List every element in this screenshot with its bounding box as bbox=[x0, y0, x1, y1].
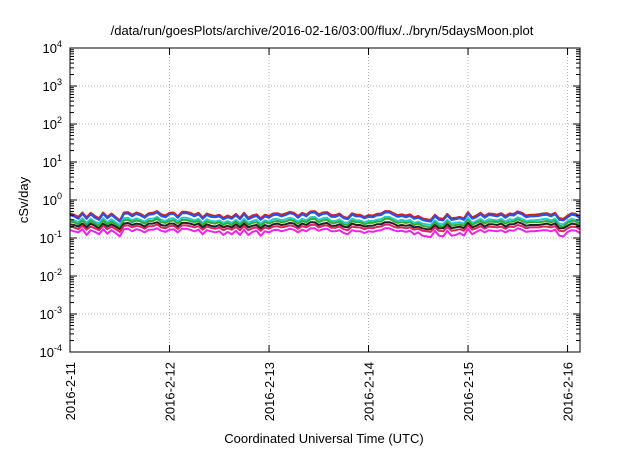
x-tick-label: 2016-2-15 bbox=[461, 362, 476, 421]
series-line bbox=[69, 227, 581, 239]
y-tick-label: 104 bbox=[43, 39, 62, 56]
y-tick-label: 10-2 bbox=[40, 267, 62, 284]
y-tick-label: 10-3 bbox=[40, 305, 62, 322]
y-tick-label: 100 bbox=[43, 191, 62, 208]
series-line bbox=[69, 217, 581, 229]
grid-lines bbox=[70, 48, 580, 352]
series-line bbox=[69, 221, 581, 231]
y-tick-label: 10-1 bbox=[40, 229, 62, 246]
axes: 10-4 10-3 10-2 10-1 100 101 102 103 104 2016-2-11… bbox=[40, 39, 580, 421]
chart-title: /data/run/goesPlots/archive/2016-02-16/0… bbox=[111, 23, 534, 38]
series-line bbox=[69, 223, 581, 233]
y-tick-label: 102 bbox=[43, 115, 62, 132]
x-tick-label: 2016-2-14 bbox=[362, 362, 377, 421]
series-line bbox=[69, 215, 581, 226]
y-tick-label: 101 bbox=[43, 153, 62, 170]
x-tick-label: 2016-2-16 bbox=[561, 362, 576, 421]
x-tick-label: 2016-2-13 bbox=[262, 362, 277, 421]
y-tick-label: 10-4 bbox=[40, 343, 62, 360]
series-line bbox=[69, 211, 581, 223]
x-axis-label: Coordinated Universal Time (UTC) bbox=[224, 431, 423, 446]
y-tick-label: 103 bbox=[43, 77, 62, 94]
y-axis-label: cSv/day bbox=[16, 176, 31, 223]
x-tick-label: 2016-2-11 bbox=[63, 362, 78, 420]
series-line bbox=[69, 210, 581, 222]
series-lines bbox=[69, 210, 581, 239]
x-tick-label: 2016-2-12 bbox=[163, 362, 178, 421]
